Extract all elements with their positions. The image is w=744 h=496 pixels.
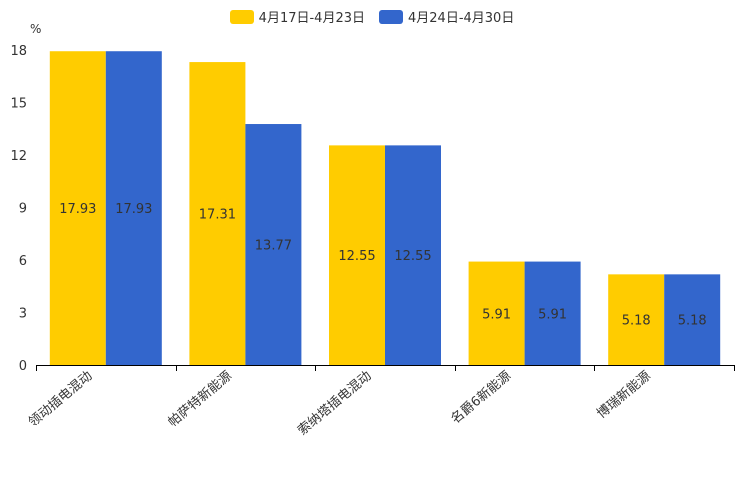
bar-4-series-2[interactable] xyxy=(664,274,721,365)
y-tick-label-4: 12 xyxy=(10,149,27,164)
x-tick-label-2: 索纳塔插电混动 xyxy=(295,369,374,439)
data-label-4-series-2: 5.18 xyxy=(678,314,707,329)
data-label-3-series-2: 5.91 xyxy=(538,307,567,322)
y-tick-label-2: 6 xyxy=(19,254,27,269)
x-tick-label-3: 名爵6新能源 xyxy=(448,368,514,427)
y-axis-unit: % xyxy=(30,22,42,36)
data-label-2-series-2: 12.55 xyxy=(394,249,431,264)
data-label-2-series-1: 12.55 xyxy=(338,249,375,264)
bar-1-series-1[interactable] xyxy=(189,62,246,365)
data-label-0-series-1: 17.93 xyxy=(59,202,96,217)
data-label-1-series-2: 13.77 xyxy=(255,239,292,254)
legend: 4月17日-4月23日 4月24日-4月30日 xyxy=(0,7,744,26)
x-tick-label-1: 帕萨特新能源 xyxy=(165,368,235,430)
bar-1-series-2[interactable] xyxy=(245,124,302,366)
data-label-1-series-1: 17.31 xyxy=(199,208,236,223)
bar-3-series-2[interactable] xyxy=(524,261,581,365)
x-tick-label-0: 领动插电混动 xyxy=(26,369,95,431)
bar-4-series-1[interactable] xyxy=(608,274,665,365)
legend-item-series-1[interactable]: 4月17日-4月23日 xyxy=(229,7,365,26)
legend-swatch-series-1 xyxy=(229,9,254,24)
y-tick-label-0: 0 xyxy=(19,359,27,374)
legend-label-series-2: 4月24日-4月30日 xyxy=(408,11,515,26)
y-tick-label-5: 15 xyxy=(10,97,27,112)
bar-0-series-1[interactable] xyxy=(49,51,106,365)
legend-item-series-2[interactable]: 4月24日-4月30日 xyxy=(379,7,514,26)
legend-swatch-series-2 xyxy=(379,9,403,24)
data-label-4-series-1: 5.18 xyxy=(622,314,651,329)
legend-label-series-1: 4月17日-4月23日 xyxy=(258,11,365,26)
bar-3-series-1[interactable] xyxy=(468,261,525,365)
y-tick-label-6: 18 xyxy=(10,44,27,59)
x-tick-label-4: 博瑞新能源 xyxy=(594,368,654,422)
bar-0-series-2[interactable] xyxy=(105,51,162,365)
y-tick-label-1: 3 xyxy=(19,307,27,322)
bar-2-series-2[interactable] xyxy=(385,145,441,365)
data-label-0-series-2: 17.93 xyxy=(115,202,152,217)
bar-2-series-1[interactable] xyxy=(329,145,385,365)
data-label-3-series-1: 5.91 xyxy=(482,307,511,322)
y-tick-label-3: 9 xyxy=(19,202,27,217)
